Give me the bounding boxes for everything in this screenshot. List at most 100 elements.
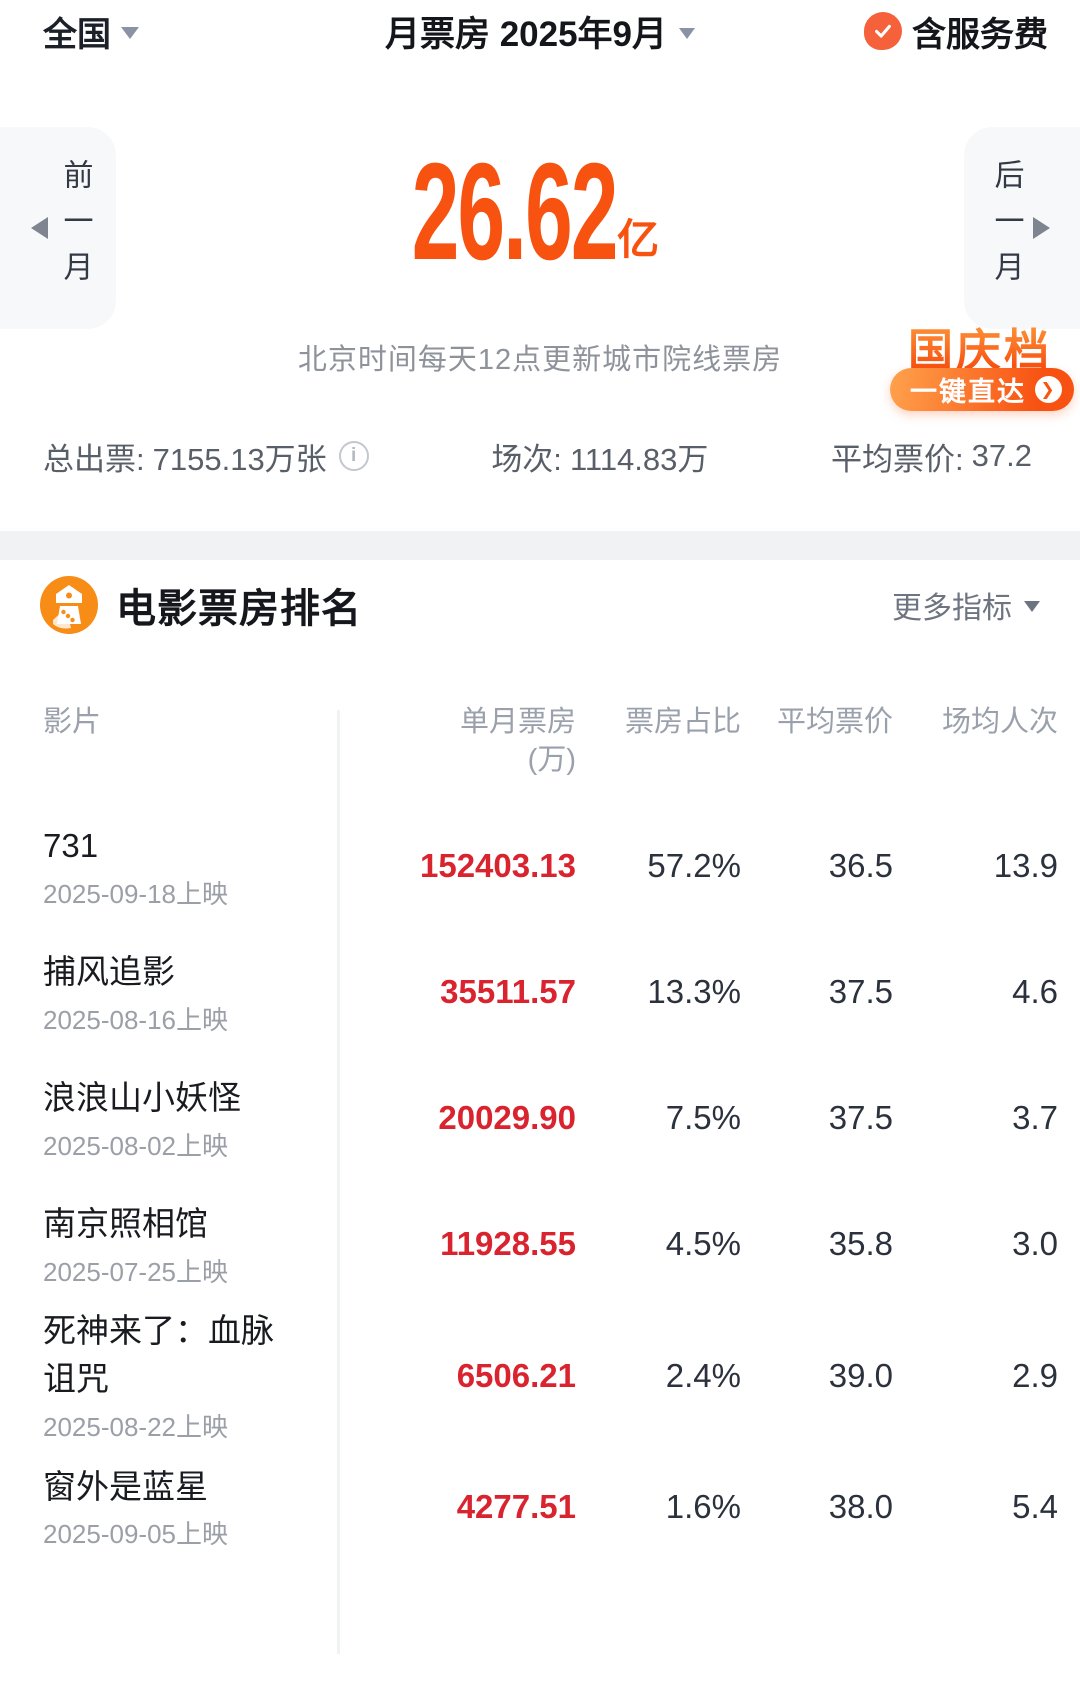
update-note: 北京时间每天12点更新城市院线票房	[297, 344, 783, 376]
film-box-office: 20029.90	[438, 1099, 576, 1137]
stat-avg-ticket-price: 平均票价: 37.2	[831, 434, 1032, 479]
column-header-film: 影片	[43, 706, 102, 738]
holiday-button-label: 一键直达	[910, 377, 1026, 407]
film-release-date: 2025-08-16上映	[43, 1004, 228, 1035]
section-title: 电影票房排名	[116, 587, 362, 631]
ranking-table-body: 731 2025-09-18上映 152403.13 57.2% 36.5 13…	[0, 803, 1080, 1570]
stat-screenings: 场次: 1114.83万	[491, 434, 708, 479]
next-month-label: 后一月	[989, 159, 1023, 297]
film-title: 731	[43, 826, 99, 864]
ranking-header: 电影票房排名 更多指标	[0, 572, 1080, 638]
film-cell: 捕风追影 2025-08-16上映	[43, 948, 337, 1037]
chevron-down-icon	[1024, 600, 1040, 612]
film-share: 2.4%	[665, 1356, 741, 1394]
stat-label: 总出票:	[43, 441, 145, 477]
film-cell: 南京照相馆 2025-07-25上映	[43, 1200, 337, 1289]
column-divider	[337, 710, 340, 1655]
section-divider	[0, 531, 1080, 560]
film-title: 窗外是蓝星	[43, 1467, 208, 1505]
film-share: 4.5%	[665, 1225, 741, 1263]
film-avg-attendance: 3.7	[1012, 1099, 1058, 1137]
prev-month-label: 前一月	[58, 159, 92, 297]
film-avg-attendance: 4.6	[1012, 973, 1058, 1011]
film-share: 7.5%	[665, 1099, 741, 1137]
table-row[interactable]: 捕风追影 2025-08-16上映 35511.57 13.3% 37.5 4.…	[0, 929, 1080, 1055]
stat-value: 7155.13万张	[152, 441, 327, 477]
more-metrics-label: 更多指标	[892, 592, 1012, 625]
more-metrics-button[interactable]: 更多指标	[892, 583, 1040, 627]
stat-label: 场次:	[491, 441, 562, 477]
stat-total-tickets: 总出票: 7155.13万张 i	[43, 434, 369, 479]
holiday-quick-link-button[interactable]: 一键直达 ❯	[890, 368, 1074, 411]
chevron-down-icon	[121, 27, 139, 39]
film-avg-attendance: 13.9	[993, 847, 1058, 885]
film-box-office: 6506.21	[456, 1356, 576, 1394]
film-release-date: 2025-09-05上映	[43, 1519, 228, 1550]
hero-section: 前一月 后一月 26.62 亿 北京时间每天12点更新城市院线票房 国庆档 一键…	[0, 56, 1080, 412]
summary-stats: 总出票: 7155.13万张 i 场次: 1114.83万 平均票价: 37.2	[0, 434, 1080, 478]
table-row[interactable]: 浪浪山小妖怪 2025-08-02上映 20029.90 7.5% 37.5 3…	[0, 1055, 1080, 1181]
total-box-office-unit: 亿	[617, 216, 660, 264]
film-avg-price: 35.8	[828, 1225, 893, 1263]
stat-label: 平均票价:	[831, 441, 964, 477]
column-header-box-office: 单月票房 (万)	[459, 706, 576, 776]
column-header-avg-price: 平均票价	[776, 706, 893, 738]
chevron-right-icon: ❯	[1035, 376, 1062, 403]
film-box-office: 152403.13	[420, 847, 576, 885]
film-avg-price: 36.5	[828, 847, 893, 885]
film-avg-attendance: 5.4	[1012, 1488, 1058, 1526]
film-avg-price: 39.0	[828, 1356, 893, 1394]
region-label: 全国	[43, 15, 111, 54]
ranking-table: 影片 单月票房 (万) 票房占比 平均票价 场均人次 731 2025-09-1…	[0, 638, 1080, 1655]
arrow-right-icon	[1032, 217, 1050, 239]
table-row[interactable]: 死神来了：血脉 诅咒 2025-08-22上映 6506.21 2.4% 39.…	[0, 1307, 1080, 1444]
check-circle-icon	[864, 12, 902, 50]
table-header-row: 影片 单月票房 (万) 票房占比 平均票价 场均人次	[0, 638, 1080, 803]
film-title: 浪浪山小妖怪	[43, 1078, 241, 1116]
info-icon[interactable]: i	[338, 441, 369, 471]
film-title: 南京照相馆	[43, 1204, 208, 1242]
film-box-office: 11928.55	[440, 1225, 576, 1263]
top-bar: 全国 月票房 2025年9月 含服务费	[0, 0, 1080, 56]
table-row[interactable]: 窗外是蓝星 2025-09-05上映 4277.51 1.6% 38.0 5.4	[0, 1444, 1080, 1570]
film-share: 1.6%	[665, 1488, 741, 1526]
film-box-office: 35511.57	[440, 973, 576, 1011]
film-avg-price: 38.0	[828, 1488, 893, 1526]
film-title: 死神来了：血脉 诅咒	[43, 1312, 274, 1398]
film-share: 13.3%	[647, 973, 741, 1011]
film-avg-price: 37.5	[828, 973, 893, 1011]
column-header-avg-attendance: 场均人次	[941, 706, 1058, 738]
page-title: 月票房 2025年9月	[384, 14, 668, 54]
service-fee-label: 含服务费	[912, 15, 1048, 54]
film-avg-price: 37.5	[828, 1099, 893, 1137]
total-box-office-value: 26.62	[411, 135, 619, 289]
next-month-button[interactable]: 后一月	[964, 127, 1080, 329]
film-share: 57.2%	[647, 847, 741, 885]
film-release-date: 2025-09-18上映	[43, 878, 228, 909]
service-fee-toggle[interactable]: 含服务费	[864, 7, 1048, 56]
holiday-badge: 国庆档	[908, 314, 1052, 379]
arrow-left-icon	[30, 217, 48, 239]
region-selector[interactable]: 全国	[43, 7, 139, 56]
film-release-date: 2025-08-02上映	[43, 1130, 228, 1161]
film-cell: 窗外是蓝星 2025-09-05上映	[43, 1463, 337, 1552]
film-cell: 731 2025-09-18上映	[43, 822, 337, 911]
table-row[interactable]: 南京照相馆 2025-07-25上映 11928.55 4.5% 35.8 3.…	[0, 1181, 1080, 1307]
stat-value: 37.2	[971, 438, 1032, 473]
film-avg-attendance: 2.9	[1012, 1356, 1058, 1394]
column-header-share: 票房占比	[624, 706, 741, 738]
film-cell: 死神来了：血脉 诅咒 2025-08-22上映	[43, 1307, 337, 1444]
total-box-office: 26.62 亿	[0, 135, 1080, 289]
film-title: 捕风追影	[43, 952, 175, 990]
stat-value: 1114.83万	[569, 441, 709, 477]
chevron-down-icon	[679, 27, 696, 39]
film-release-date: 2025-07-25上映	[43, 1256, 228, 1287]
film-cell: 浪浪山小妖怪 2025-08-02上映	[43, 1074, 337, 1163]
prev-month-button[interactable]: 前一月	[0, 127, 116, 329]
table-row[interactable]: 731 2025-09-18上映 152403.13 57.2% 36.5 13…	[0, 803, 1080, 929]
film-avg-attendance: 3.0	[1012, 1225, 1058, 1263]
beacon-lighthouse-icon	[40, 576, 98, 634]
film-box-office: 4277.51	[456, 1488, 576, 1526]
film-release-date: 2025-08-22上映	[43, 1412, 228, 1443]
